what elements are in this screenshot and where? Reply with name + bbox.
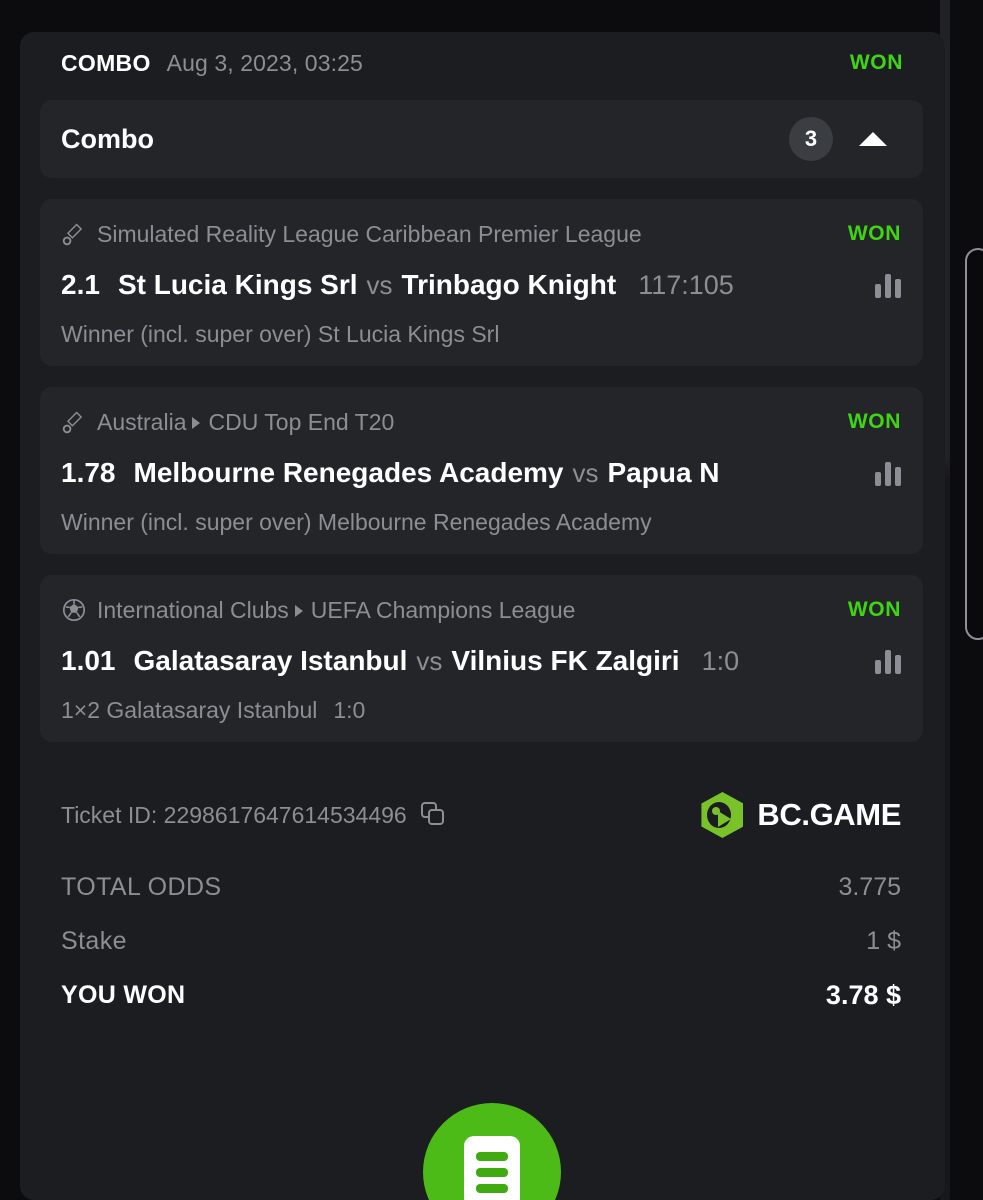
ticket-date: Aug 3, 2023, 03:25 (166, 49, 363, 76)
league-fade (741, 593, 834, 627)
stake-value: 1 $ (866, 926, 901, 955)
home-team: Melbourne Renegades Academy (133, 457, 564, 488)
side-panel-edge[interactable] (965, 248, 983, 640)
stake-label: Stake (61, 926, 127, 955)
bar-chart-icon[interactable] (875, 648, 901, 674)
bcgame-hexagon-logo (701, 792, 744, 838)
bet-selection-list: Simulated Reality League Caribbean Premi… (40, 199, 923, 742)
bar-chart-icon[interactable] (875, 272, 901, 298)
total-odds-row: TOTAL ODDS 3.775 (61, 860, 901, 914)
away-team: Papua N (607, 457, 720, 488)
stake-row: Stake 1 $ (61, 914, 901, 968)
league-fade (741, 405, 834, 439)
cricket-icon (62, 223, 83, 246)
league-name: Australia CDU Top End T20 (97, 409, 395, 435)
match-score: 1:0 (701, 646, 740, 676)
match-fade (765, 635, 857, 687)
match-fade (765, 259, 857, 311)
ticket-id-row: Ticket ID: 2298617647614534496 BC.GAME (40, 788, 923, 842)
away-team: Vilnius FK Zalgiri (451, 645, 680, 676)
bet-row[interactable]: International Clubs UEFA Champions League… (40, 575, 923, 742)
brand-name: BC.GAME (757, 797, 901, 832)
vs-label: vs (366, 270, 393, 300)
separator-triangle-icon (192, 417, 201, 429)
bet-market: 1×2 Galatasaray Istanbul 1:0 (61, 697, 366, 723)
ticket-header: COMBO Aug 3, 2023, 03:25 WON (20, 32, 945, 94)
bet-row[interactable]: Australia CDU Top End T20 WON 1.78 Melbour… (40, 387, 923, 554)
you-won-row: YOU WON 3.78 $ (61, 968, 901, 1022)
ticket-status-badge: WON (849, 51, 903, 74)
separator-triangle-icon (294, 605, 303, 617)
vs-label: vs (572, 458, 599, 488)
league-name: International Clubs UEFA Champions League (97, 597, 576, 623)
bet-match-line: 2.1 St Lucia Kings Srl vs Trinbago Knight 11… (40, 259, 923, 311)
match-score: 117:105 (638, 270, 734, 300)
bet-league-line: International Clubs UEFA Champions League… (40, 593, 923, 627)
total-odds-label: TOTAL ODDS (61, 872, 222, 901)
bet-status-badge: WON (847, 598, 901, 621)
away-team: Trinbago Knight (401, 269, 617, 300)
bet-odds: 1.78 (61, 457, 116, 488)
scroll-edge-strip (940, 0, 950, 1200)
home-team: St Lucia Kings Srl (117, 269, 358, 300)
bet-market: Winner (incl. super over) St Lucia Kings… (61, 321, 500, 347)
bet-league-line: Australia CDU Top End T20 WON (40, 405, 923, 439)
bet-league-line: Simulated Reality League Caribbean Premi… (40, 217, 923, 251)
totals-section: TOTAL ODDS 3.775 Stake 1 $ YOU WON 3.78 … (40, 860, 923, 1022)
bet-odds: 1.01 (61, 645, 116, 676)
bet-market: Winner (incl. super over) Melbourne Rene… (61, 509, 652, 535)
bet-match-line: 1.78 Melbourne Renegades Academy vs Papua N (40, 447, 923, 499)
bet-status-badge: WON (847, 222, 901, 245)
combo-toggle-row[interactable]: Combo 3 (40, 100, 923, 178)
bet-row[interactable]: Simulated Reality League Caribbean Premi… (40, 199, 923, 366)
betslip-receipt-icon (464, 1136, 520, 1200)
home-team: Galatasaray Istanbul (133, 645, 408, 676)
cricket-icon (62, 411, 83, 434)
you-won-label: YOU WON (61, 980, 186, 1009)
copy-icon[interactable] (420, 802, 447, 828)
bet-ticket-card: COMBO Aug 3, 2023, 03:25 WON Combo 3 (20, 32, 945, 1200)
bet-match-line: 1.01 Galatasaray Istanbul vs Vilnius FK Zal… (40, 635, 923, 687)
you-won-value: 3.78 $ (825, 979, 901, 1010)
ticket-type: COMBO (61, 49, 151, 76)
soccer-ball-icon (62, 598, 86, 622)
vs-label: vs (416, 646, 443, 676)
caret-up-icon[interactable] (859, 132, 887, 146)
bet-status-badge: WON (847, 410, 901, 433)
bar-chart-icon[interactable] (875, 460, 901, 486)
selection-count-badge: 3 (789, 117, 833, 161)
ticket-id-label: Ticket ID: 2298617647614534496 (61, 801, 407, 828)
league-fade (741, 217, 834, 251)
brand-logo: BC.GAME (701, 792, 901, 838)
league-name: Simulated Reality League Caribbean Premi… (97, 221, 642, 247)
combo-label: Combo (61, 123, 154, 154)
bet-odds: 2.1 (61, 269, 100, 300)
match-fade (765, 447, 857, 499)
total-odds-value: 3.775 (838, 872, 901, 901)
